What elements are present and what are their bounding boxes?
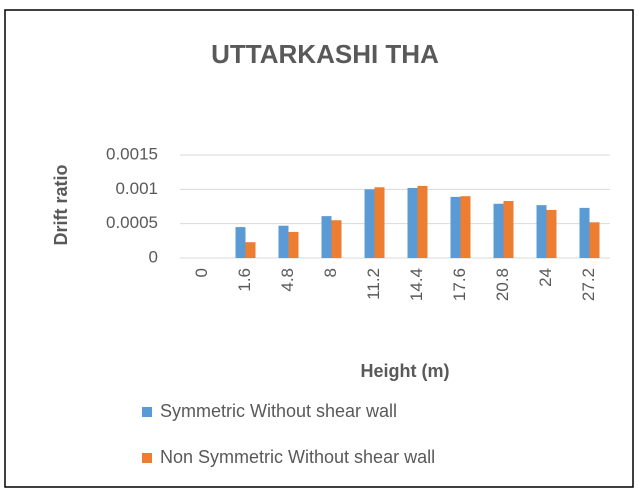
x-tick-label: 27.2 [579,268,598,301]
bar [407,187,418,258]
bar [579,207,590,258]
bar [235,227,246,258]
bar [503,201,514,258]
bar [493,203,504,258]
legend-swatch [142,453,152,463]
x-tick-label: 0 [192,268,211,277]
legend-label: Symmetric Without shear wall [160,401,397,421]
bar [331,220,342,258]
legend-swatch [142,407,152,417]
y-axis-title: Drift ratio [51,164,71,245]
bar [546,209,557,258]
x-tick-label: 20.8 [493,268,512,301]
y-tick-label: 0.0005 [106,213,158,232]
y-tick-label: 0.001 [115,179,158,198]
frame [4,9,634,488]
bar [374,187,385,258]
bar [460,196,471,258]
legend-label: Non Symmetric Without shear wall [160,447,435,467]
bar [536,205,547,258]
y-tick-label: 0 [149,247,158,266]
bar [364,189,375,258]
x-tick-label: 4.8 [278,268,297,292]
chart-title: UTTARKASHI THA [211,39,439,69]
bar [288,231,299,258]
y-tick-label: 0.0015 [106,144,158,163]
bar [321,216,332,258]
bar [245,242,256,258]
x-tick-label: 1.6 [235,268,254,292]
x-axis-title: Height (m) [361,361,450,381]
x-tick-label: 24 [536,268,555,287]
x-tick-label: 17.6 [450,268,469,301]
x-tick-label: 14.4 [407,268,426,301]
bar [589,222,600,258]
x-tick-label: 11.2 [364,268,383,300]
bar [417,185,428,258]
x-tick-label: 8 [321,268,340,277]
bar [450,196,461,258]
bar [278,225,289,258]
